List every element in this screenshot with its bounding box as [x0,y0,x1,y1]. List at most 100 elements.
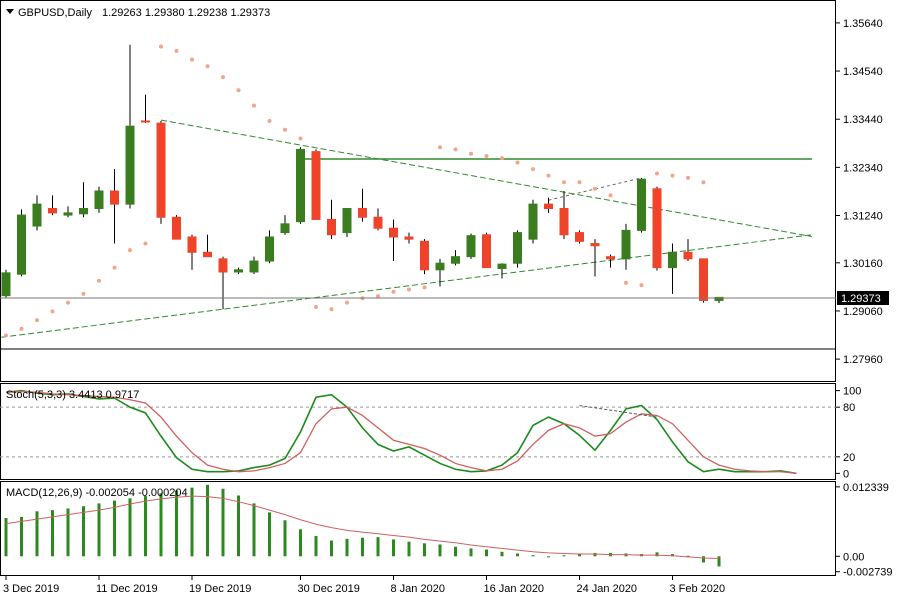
macd-bar [283,520,287,557]
candle-body [528,203,538,240]
sar-dot [283,127,287,132]
macd-bar [175,490,178,557]
macd-panel[interactable]: 0.012339 0.00 -0.002739 MACD(12,26,9) -0.0… [0,481,893,579]
stoch-signal-line [5,390,797,475]
sar-dot [422,285,427,290]
macd-bar [469,548,473,557]
price-panel-frame [0,0,836,382]
sar-dot [438,145,442,150]
macd-bar [66,508,70,557]
sar-dot [267,118,272,123]
macd-bar [671,554,674,557]
sar-dot [236,88,241,93]
candle-body [714,296,724,301]
macd-bar [144,496,147,557]
candle [48,195,57,216]
macd-signal-polyline [5,495,720,560]
macd-bar [237,495,240,557]
macd-bar [702,556,705,563]
time-tick-label: 19 Dec 2019 [189,583,251,595]
time-tick-label: 11 Dec 2019 [96,583,158,595]
sar-dot [4,333,8,338]
sar-dot [329,307,334,312]
macd-bar [547,556,550,558]
candle-body [420,240,429,271]
macd-bar [35,511,39,557]
sar-dot [655,171,659,176]
sar-dot [252,103,256,108]
candle-body [311,151,321,220]
time-tick-label: 16 Jan 2020 [484,583,545,595]
sar-dot [593,186,597,191]
price-tick-label: 1.29060 [843,306,883,318]
price-tick-label: 1.27960 [843,354,883,366]
stochastic-panel[interactable]: 100 80 20 0 Stoch(5,3,3) 3.4413 0.9717 [0,383,861,481]
candle-body [637,178,646,231]
candle [141,94,150,124]
candle [373,208,383,231]
sar-dot [469,151,473,156]
time-tick-label: 30 Dec 2019 [298,583,360,595]
macd-bar [97,503,101,557]
price-axis: 1.35640 1.34540 1.33440 1.32340 1.31240 1.301… [836,18,883,366]
candle-body [172,216,181,240]
trendline [160,119,813,238]
dropdown-triangle-icon[interactable] [6,9,14,14]
time-axis: 3 Dec 2019 11 Dec 2019 19 Dec 2019 30 Dec 2… [3,576,725,595]
macd-bar [113,500,116,557]
sar-dot [500,156,504,161]
macd-bar [82,506,85,557]
candle-body [110,190,119,205]
stoch-tick-label: 20 [843,452,855,464]
candle-body [668,251,677,269]
macd-bar [686,555,690,557]
candle [203,234,212,258]
candle-body [79,208,88,215]
sar-dot [112,265,117,270]
stoch-tick-label: 100 [843,386,861,398]
sar-dot [174,48,179,53]
current-price-tag: 1.29373 [837,291,889,305]
candle-body [513,232,522,264]
sar-dot [35,318,39,323]
candle-body [389,227,398,238]
candle-body [125,125,135,205]
candle [668,243,677,294]
sar-dot [221,75,225,80]
sar-dot [50,309,55,314]
stochastic-label: Stoch(5,3,3) 3.4413 0.9717 [6,389,139,401]
macd-axis: 0.012339 0.00 -0.002739 [836,482,893,579]
candle [17,209,26,277]
macd-bar [593,552,597,557]
macd-bar [562,555,566,557]
sar-dot [701,180,706,185]
current-price-value: 1.29373 [841,293,881,305]
candle-body [17,214,26,275]
candle [683,239,693,262]
candle-body [621,229,631,260]
macd-bar [361,537,364,557]
sar-dot [624,280,628,285]
candle-body [497,263,507,269]
candle-body [559,208,569,236]
candle [172,215,181,240]
stochastic-axis: 100 80 20 0 [0,386,861,480]
sar-dot [546,173,551,178]
sar-dot [531,167,535,172]
sar-dot [143,241,148,246]
macd-bar [51,510,54,557]
sar-dot [407,287,411,292]
sar-dot [159,44,163,49]
candle [420,239,429,275]
candle-body [234,269,243,273]
stoch-tick-label: 0 [843,468,849,480]
candle [606,254,615,268]
sar-dot [515,160,520,165]
candle-body [435,262,445,271]
price-tick-label: 1.32340 [843,162,883,174]
price-panel[interactable]: 1.35640 1.34540 1.33440 1.32340 1.31240 1.301… [0,0,889,382]
price-tick-label: 1.33440 [843,114,883,126]
candle [125,44,135,209]
candle [590,239,600,277]
